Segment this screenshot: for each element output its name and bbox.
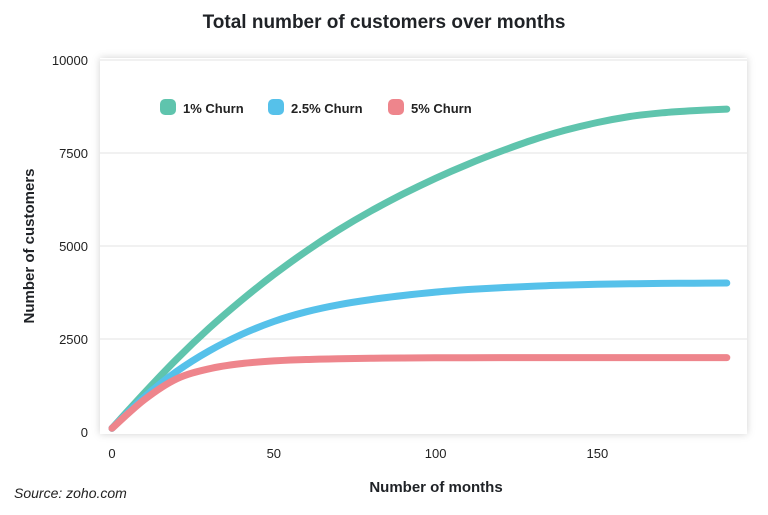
y-tick-label: 0 <box>81 425 88 440</box>
source-note: Source: zoho.com <box>14 485 127 501</box>
x-tick-label: 50 <box>267 446 281 461</box>
legend-label: 5% Churn <box>411 101 472 116</box>
series-line-2 <box>108 279 731 432</box>
x-axis: 0 50 100 150 <box>108 446 608 461</box>
y-axis: 0 2500 5000 7500 10000 <box>52 53 88 440</box>
legend-label: 1% Churn <box>183 101 244 116</box>
y-tick-label: 10000 <box>52 53 88 68</box>
legend-item: 2.5% Churn <box>268 99 363 116</box>
series-group <box>108 105 731 432</box>
legend-swatch <box>388 99 404 115</box>
grid <box>100 59 747 340</box>
x-tick-label: 0 <box>108 446 115 461</box>
chart-title: Total number of customers over months <box>202 12 566 33</box>
legend-swatch <box>268 99 284 115</box>
x-tick-label: 100 <box>425 446 447 461</box>
legend-item: 1% Churn <box>160 99 244 116</box>
y-tick-label: 7500 <box>59 146 88 161</box>
x-axis-label: Number of months <box>369 479 502 496</box>
x-tick-label: 150 <box>587 446 609 461</box>
legend-item: 5% Churn <box>388 99 472 116</box>
legend-swatch <box>160 99 176 115</box>
y-tick-label: 2500 <box>59 332 88 347</box>
y-tick-label: 5000 <box>59 239 88 254</box>
legend-label: 2.5% Churn <box>291 101 363 116</box>
series-line-1 <box>108 105 731 432</box>
y-axis-label: Number of customers <box>21 168 38 323</box>
legend: 1% Churn 2.5% Churn 5% Churn <box>160 99 472 116</box>
series-line-3 <box>108 354 731 432</box>
